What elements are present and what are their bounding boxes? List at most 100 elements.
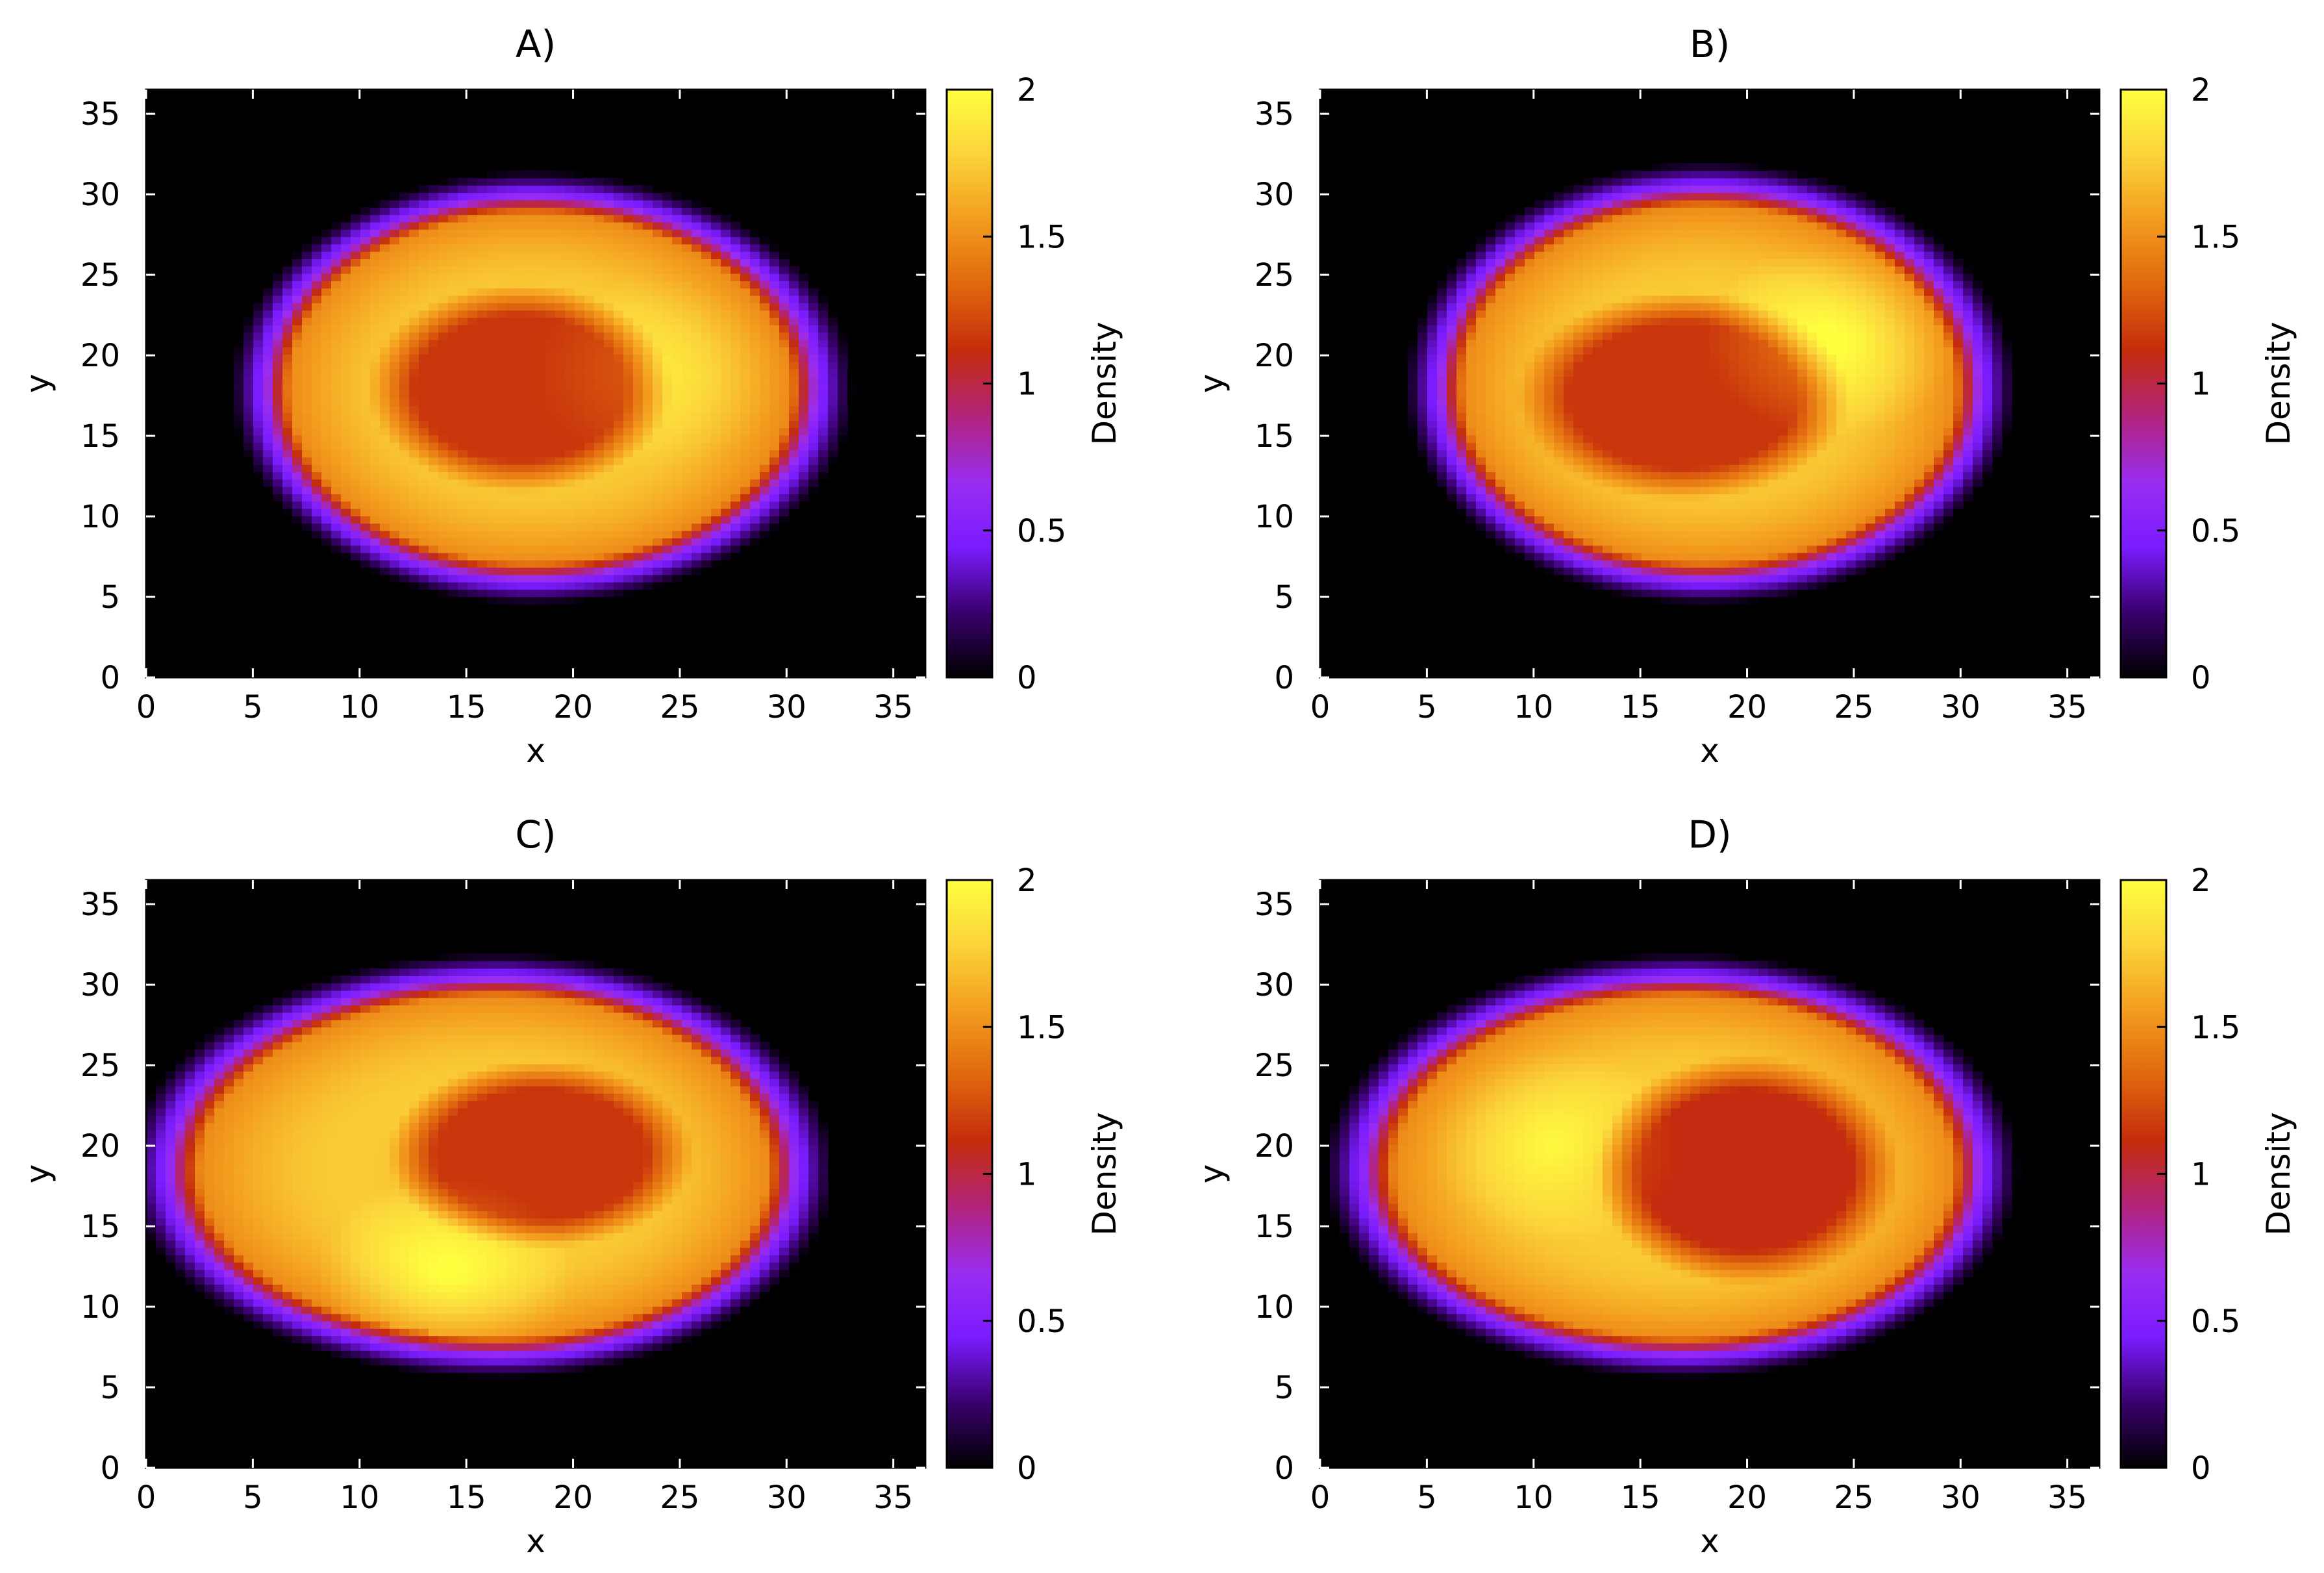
heatmap-cell: [1622, 368, 1632, 377]
heatmap-cell: [468, 581, 478, 590]
heatmap-cell: [672, 486, 682, 494]
heatmap-cell: [604, 192, 614, 201]
heatmap-cell: [1534, 332, 1545, 340]
heatmap-cell: [429, 412, 439, 421]
heatmap-cell: [711, 530, 721, 538]
heatmap-cell: [1749, 552, 1759, 560]
heatmap-cell: [594, 552, 605, 560]
heatmap-cell: [1739, 325, 1749, 333]
heatmap-cell: [1671, 376, 1681, 384]
heatmap-cell: [1719, 273, 1730, 281]
heatmap-cell: [1612, 281, 1623, 289]
heatmap-cell: [438, 486, 449, 494]
heatmap-cell: [789, 449, 799, 458]
heatmap-cell: [555, 501, 566, 509]
heatmap-cell: [244, 325, 254, 333]
heatmap-cell: [1476, 442, 1486, 451]
heatmap-cell: [1700, 596, 1710, 605]
heatmap-cell: [360, 281, 371, 289]
heatmap-cell: [321, 479, 332, 487]
heatmap-cell: [1554, 501, 1564, 509]
heatmap-cell: [234, 390, 244, 399]
heatmap-cell: [1632, 170, 1642, 179]
heatmap-cell: [838, 412, 848, 421]
heatmap-cell: [643, 398, 653, 407]
heatmap-cell: [1408, 339, 1418, 347]
heatmap-cell: [1661, 288, 1671, 296]
heatmap-cell: [1671, 479, 1681, 487]
heatmap-cell: [731, 538, 741, 546]
heatmap-cell: [1408, 383, 1418, 392]
heatmap-cell: [750, 494, 760, 502]
heatmap-cell: [701, 516, 712, 524]
heatmap-cell: [516, 251, 527, 259]
heatmap-cell: [653, 434, 663, 443]
heatmap-cell: [341, 281, 351, 289]
heatmap-cell: [438, 281, 449, 289]
heatmap-cell: [1642, 258, 1652, 267]
heatmap-cell: [575, 266, 585, 274]
heatmap-cell: [399, 310, 410, 318]
heatmap-cell: [1681, 552, 1691, 560]
heatmap-cell: [419, 236, 429, 245]
heatmap-cell: [429, 530, 439, 538]
heatmap-cell: [1651, 346, 1662, 355]
heatmap-cell: [263, 368, 273, 377]
heatmap-cell: [1534, 251, 1545, 259]
heatmap-cell: [565, 354, 575, 362]
heatmap-cell: [769, 516, 780, 524]
heatmap-cell: [1749, 398, 1759, 407]
heatmap-cell: [273, 390, 283, 399]
heatmap-cell: [1710, 589, 1720, 598]
heatmap-cell: [740, 420, 751, 429]
heatmap-cell: [1729, 185, 1740, 194]
heatmap-cell: [1690, 207, 1701, 216]
heatmap-cell: [526, 332, 536, 340]
heatmap-cell: [1778, 464, 1788, 473]
heatmap-cell: [1768, 552, 1779, 560]
heatmap-cell: [731, 508, 741, 516]
heatmap-cell: [448, 516, 458, 524]
heatmap-cell: [1593, 427, 1603, 436]
heatmap-cell: [282, 472, 293, 480]
heatmap-cell: [662, 464, 673, 473]
heatmap-cell: [701, 221, 712, 230]
heatmap-cell: [575, 251, 585, 259]
heatmap-cell: [1778, 589, 1788, 598]
heatmap-cell: [536, 273, 546, 281]
heatmap-cell: [1749, 325, 1759, 333]
heatmap-cell: [360, 449, 371, 458]
heatmap-cell: [1593, 295, 1603, 303]
heatmap-cell: [672, 530, 682, 538]
heatmap-cell: [351, 361, 361, 370]
heatmap-cell: [682, 332, 692, 340]
heatmap-cell: [653, 427, 663, 436]
heatmap-cell: [701, 376, 712, 384]
heatmap-cell: [477, 479, 488, 487]
heatmap-cell: [312, 398, 322, 407]
heatmap-cell: [1564, 354, 1574, 362]
heatmap-cell: [1583, 346, 1593, 355]
heatmap-cell: [1729, 538, 1740, 546]
heatmap-cell: [653, 442, 663, 451]
heatmap-cell: [1719, 457, 1730, 465]
heatmap-cell: [1622, 449, 1632, 458]
heatmap-cell: [1603, 434, 1613, 443]
heatmap-cell: [1778, 383, 1788, 392]
heatmap-cell: [692, 229, 702, 238]
y-tick-label: 35: [81, 96, 120, 132]
heatmap-cell: [545, 472, 556, 480]
heatmap-cell: [1749, 185, 1759, 194]
heatmap-cell: [1622, 457, 1632, 465]
heatmap-cell: [1661, 361, 1671, 370]
heatmap-cell: [1739, 258, 1749, 267]
heatmap-cell: [711, 266, 721, 274]
heatmap-cell: [419, 303, 429, 311]
heatmap-cell: [409, 236, 419, 245]
heatmap-cell: [584, 390, 595, 399]
heatmap-cell: [1593, 310, 1603, 318]
heatmap-cell: [370, 288, 381, 296]
heatmap-cell: [799, 464, 809, 473]
heatmap-cell: [1486, 472, 1496, 480]
heatmap-cell: [1729, 376, 1740, 384]
